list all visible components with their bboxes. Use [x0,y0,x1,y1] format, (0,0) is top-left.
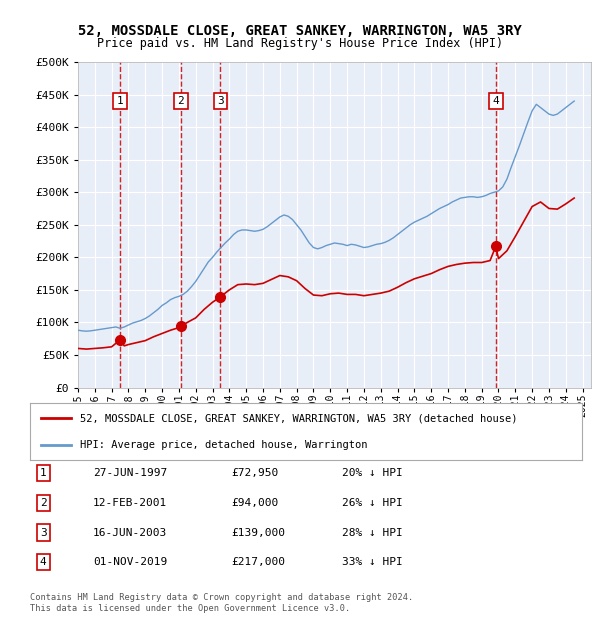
Text: 3: 3 [40,528,47,538]
Text: 20% ↓ HPI: 20% ↓ HPI [342,468,403,478]
Text: £94,000: £94,000 [231,498,278,508]
Text: Price paid vs. HM Land Registry's House Price Index (HPI): Price paid vs. HM Land Registry's House … [97,37,503,50]
Text: 01-NOV-2019: 01-NOV-2019 [93,557,167,567]
Text: £72,950: £72,950 [231,468,278,478]
Text: £139,000: £139,000 [231,528,285,538]
Text: 3: 3 [217,96,224,106]
Text: 28% ↓ HPI: 28% ↓ HPI [342,528,403,538]
Text: 12-FEB-2001: 12-FEB-2001 [93,498,167,508]
Text: 16-JUN-2003: 16-JUN-2003 [93,528,167,538]
Text: 2: 2 [178,96,184,106]
Text: Contains HM Land Registry data © Crown copyright and database right 2024.
This d: Contains HM Land Registry data © Crown c… [30,593,413,613]
Text: 27-JUN-1997: 27-JUN-1997 [93,468,167,478]
Text: HPI: Average price, detached house, Warrington: HPI: Average price, detached house, Warr… [80,440,367,450]
Text: 52, MOSSDALE CLOSE, GREAT SANKEY, WARRINGTON, WA5 3RY: 52, MOSSDALE CLOSE, GREAT SANKEY, WARRIN… [78,24,522,38]
Text: 1: 1 [40,468,47,478]
Text: 2: 2 [40,498,47,508]
Text: 1: 1 [116,96,123,106]
Text: 4: 4 [40,557,47,567]
Text: 33% ↓ HPI: 33% ↓ HPI [342,557,403,567]
Text: 52, MOSSDALE CLOSE, GREAT SANKEY, WARRINGTON, WA5 3RY (detached house): 52, MOSSDALE CLOSE, GREAT SANKEY, WARRIN… [80,414,517,423]
Text: 26% ↓ HPI: 26% ↓ HPI [342,498,403,508]
Text: £217,000: £217,000 [231,557,285,567]
Text: 4: 4 [493,96,499,106]
